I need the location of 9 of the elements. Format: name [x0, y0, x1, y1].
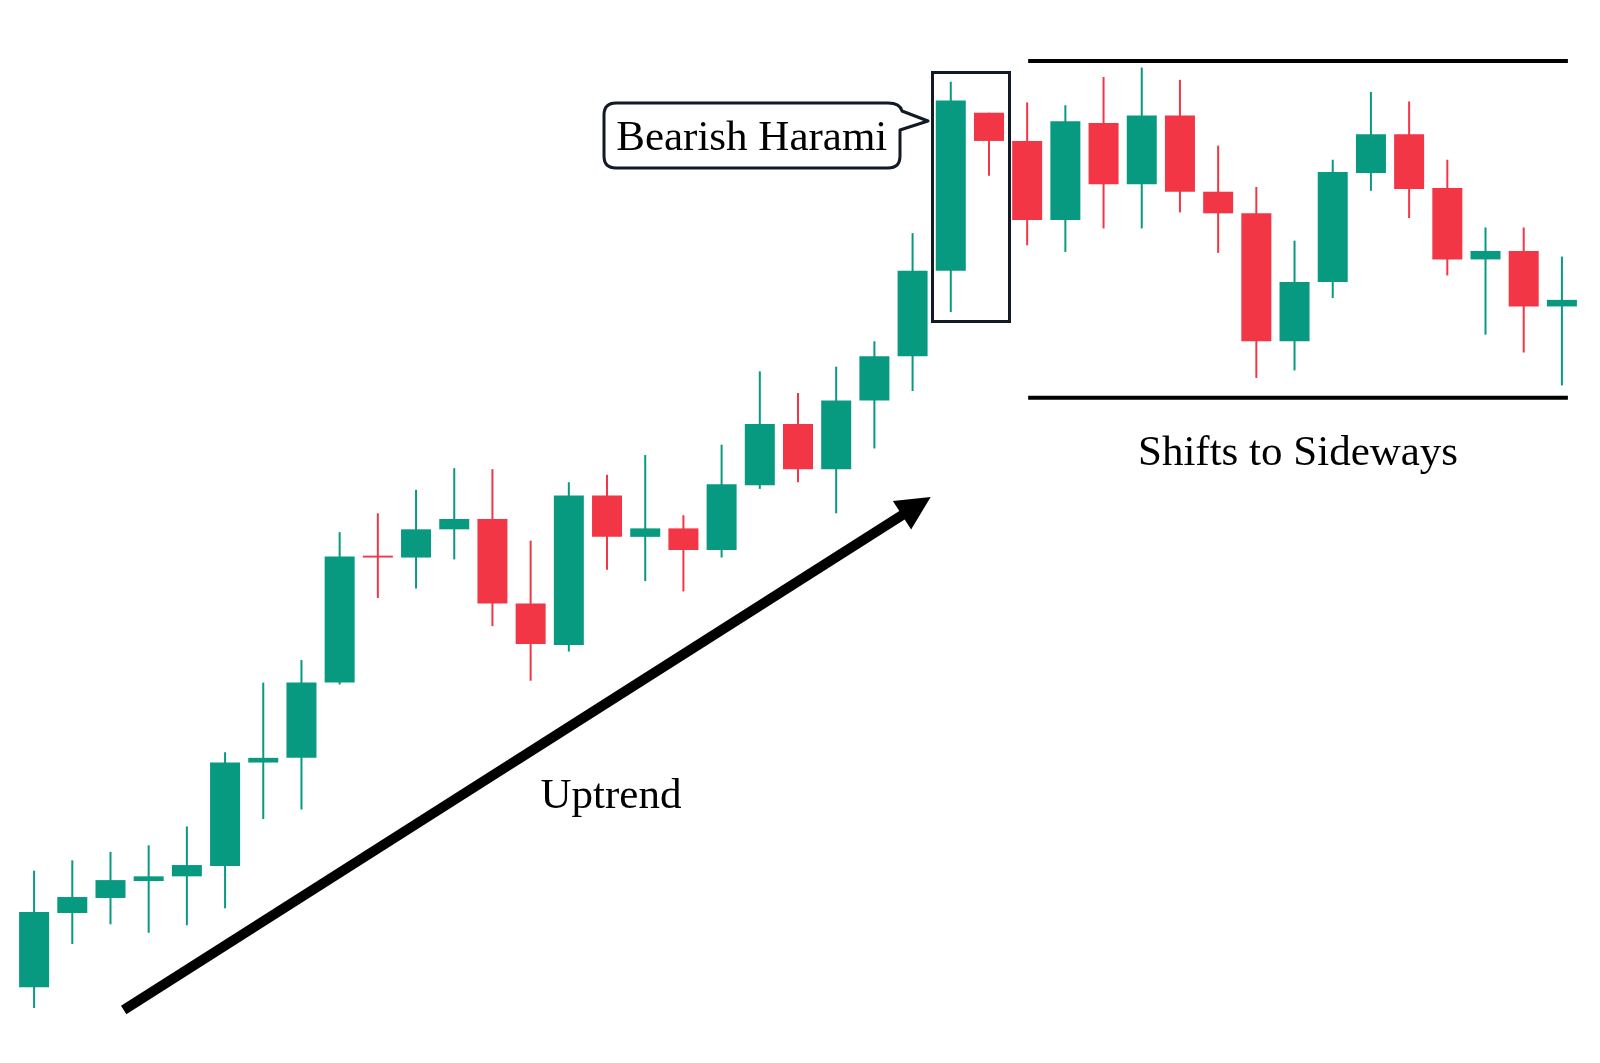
ref-line-label: Shifts to Sideways	[1137, 426, 1459, 474]
candlestick	[1470, 227, 1501, 335]
annotation: Uptrend	[540, 769, 682, 817]
candlestick	[630, 455, 661, 582]
candlestick	[1546, 256, 1577, 386]
annotation: Bearish Harami	[616, 111, 888, 159]
candlestick	[133, 845, 164, 933]
candlestick	[362, 513, 393, 598]
candlestick	[248, 682, 279, 819]
